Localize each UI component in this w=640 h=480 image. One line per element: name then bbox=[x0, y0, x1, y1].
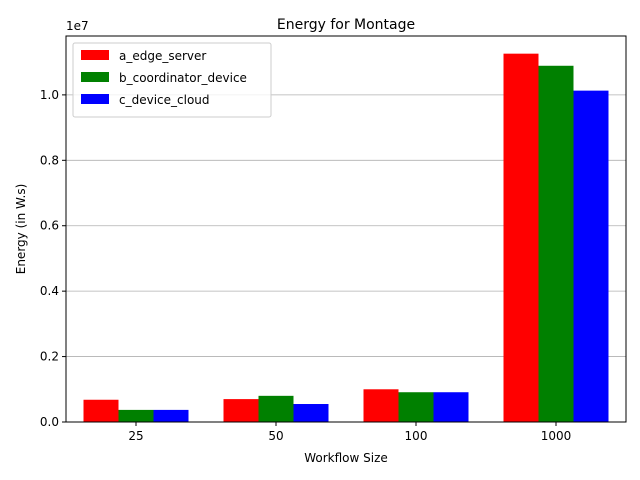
legend-label-b_coordinator_device: b_coordinator_device bbox=[119, 71, 247, 85]
y-tick-label: 0.6 bbox=[40, 219, 59, 233]
bars bbox=[83, 53, 609, 423]
x-axis: 25 50 100 1000 bbox=[128, 422, 571, 443]
y-axis-label: Energy (in W.s) bbox=[14, 184, 28, 275]
bar-c_device_cloud-100 bbox=[433, 392, 469, 422]
y-tick-label: 0.2 bbox=[40, 350, 59, 364]
x-tick-label: 25 bbox=[128, 429, 143, 443]
bar-b_coordinator_device-50 bbox=[258, 395, 294, 422]
legend-box bbox=[72, 42, 272, 118]
bar-a_edge_server-50 bbox=[223, 399, 259, 422]
legend-label-c_device_cloud: c_device_cloud bbox=[119, 93, 210, 107]
bar-a_edge_server-25 bbox=[83, 399, 119, 422]
bar-c_device_cloud-50 bbox=[293, 404, 329, 422]
bar-b_coordinator_device-1000 bbox=[538, 65, 574, 423]
bar-c_device_cloud-1000 bbox=[573, 90, 609, 422]
bar-c_device_cloud-25 bbox=[153, 409, 189, 422]
y-tick-label: 0.0 bbox=[40, 415, 59, 429]
legend-swatch-b_coordinator_device bbox=[81, 72, 109, 82]
legend-label-a_edge_server: a_edge_server bbox=[119, 49, 206, 63]
bar-a_edge_server-100 bbox=[363, 389, 399, 422]
plot-frame bbox=[65, 35, 627, 423]
x-axis-label: Workflow Size bbox=[304, 451, 388, 465]
chart-title: Energy for Montage bbox=[277, 17, 415, 33]
y-tick-label: 1.0 bbox=[40, 88, 59, 102]
x-tick-label: 1000 bbox=[541, 429, 572, 443]
y-tick-label: 0.4 bbox=[40, 284, 59, 298]
y-axis: 0.0 0.2 0.4 0.6 0.8 1.0 bbox=[40, 88, 66, 429]
legend-swatch-a_edge_server bbox=[81, 50, 109, 60]
bar-b_coordinator_device-25 bbox=[118, 409, 154, 422]
bar-b_coordinator_device-100 bbox=[398, 392, 434, 422]
x-tick-label: 100 bbox=[405, 429, 428, 443]
legend: a_edge_server b_coordinator_device c_devic… bbox=[72, 42, 272, 118]
bar-a_edge_server-1000 bbox=[503, 53, 539, 423]
legend-swatch-c_device_cloud bbox=[81, 94, 109, 104]
y-tick-label: 0.8 bbox=[40, 153, 59, 167]
y-axis-offset-label: 1e7 bbox=[66, 19, 89, 33]
x-tick-label: 50 bbox=[268, 429, 283, 443]
